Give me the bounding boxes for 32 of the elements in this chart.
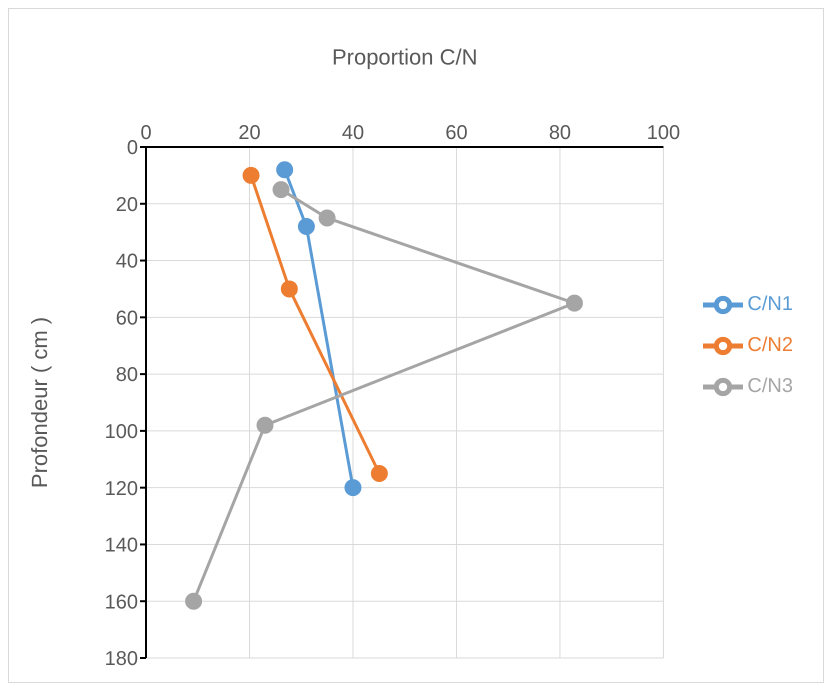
- point: [276, 161, 294, 178]
- point: [298, 218, 315, 235]
- point: [185, 592, 202, 610]
- point: [256, 416, 274, 434]
- legend-label: C/N1: [747, 293, 793, 316]
- y-tick-label: 0: [126, 137, 138, 160]
- point: [272, 181, 290, 198]
- point: [370, 464, 388, 482]
- legend-label: C/N3: [747, 374, 793, 397]
- x-axis-title: Proportion C/N: [332, 44, 478, 70]
- x-tick-label: 0: [140, 122, 152, 144]
- y-tick-label: 20: [116, 194, 138, 216]
- y-tick-label: 140: [104, 534, 138, 557]
- y-tick-label: 40: [116, 250, 138, 273]
- x-tick-label: 60: [445, 122, 468, 144]
- point: [344, 479, 362, 496]
- x-tick-label: 80: [548, 122, 572, 144]
- y-tick-label: 180: [104, 648, 138, 670]
- x-tick-label: 100: [646, 122, 680, 144]
- y-tick-label: 80: [116, 364, 138, 386]
- x-tick-label: 20: [238, 122, 261, 144]
- point: [318, 209, 336, 226]
- point: [566, 294, 583, 312]
- x-tick-label: 40: [342, 122, 364, 144]
- y-tick-label: 100: [104, 420, 138, 443]
- y-tick-label: 60: [116, 307, 138, 330]
- legend-label: C/N2: [747, 334, 793, 356]
- y-tick-label: 160: [104, 591, 138, 614]
- y-axis-title: Profondeur ( cm ): [26, 316, 52, 488]
- point: [280, 280, 298, 298]
- y-tick-label: 120: [104, 478, 138, 500]
- point: [242, 166, 260, 184]
